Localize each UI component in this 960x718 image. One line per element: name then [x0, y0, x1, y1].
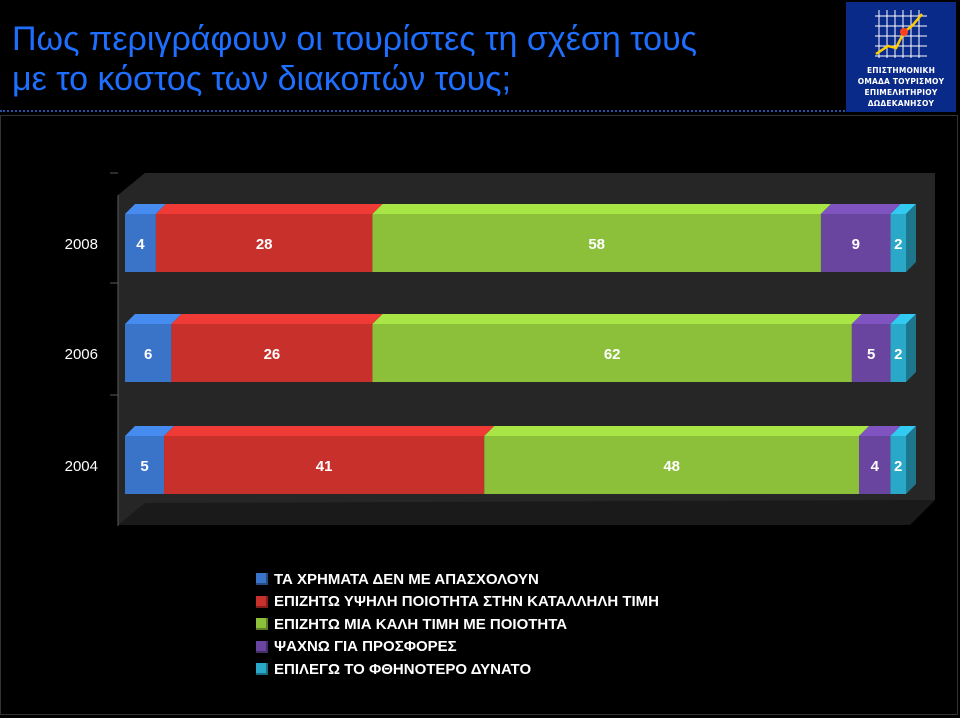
legend-swatch-3	[256, 640, 268, 653]
logo-text-4: ΔΩΔΕΚΑΝΗΣΟΥ	[867, 99, 935, 108]
data-label-2004-s3: 4	[871, 458, 880, 475]
bar-top-2008-s0	[125, 204, 166, 214]
legend-label-3: ΨΑΧΝΩ ΓΙΑ ΠΡΟΣΦΟΡΕΣ	[274, 638, 457, 656]
bar-top-2008-s2	[372, 204, 831, 214]
data-label-2008-s1: 28	[256, 236, 273, 253]
bar-top-2004-s4	[890, 426, 916, 436]
bar-side-2008	[906, 204, 916, 272]
bar-top-2006-s3	[851, 314, 901, 324]
bar-2006-s3	[851, 324, 891, 382]
category-label-2006: 2006	[65, 346, 98, 363]
chart-legend: ΤΑ ΧΡΗΜΑΤΑ ΔΕΝ ΜΕ ΑΠΑΣΧΟΛΟΥΝ ΕΠΙΖΗΤΩ ΥΨΗΛ…	[256, 568, 659, 681]
bar-side-2006	[906, 314, 916, 382]
bar-top-2008-s1	[155, 204, 383, 214]
data-label-2006-s1: 26	[264, 346, 281, 363]
bar-2006-s2	[372, 324, 852, 382]
bar-2006-s1	[171, 324, 373, 382]
growth-chart-icon	[875, 10, 927, 58]
bar-2004-s1	[164, 436, 485, 494]
bar-2004-s3	[859, 436, 891, 494]
bar-2008-s1	[155, 214, 373, 272]
legend-label-4: ΕΠΙΛΕΓΩ ΤΟ ΦΘΗΝΟΤΕΡΟ ΔΥΝΑΤΟ	[274, 660, 532, 678]
data-label-2006-s2: 62	[604, 346, 621, 363]
bar-top-2006-s0	[125, 314, 182, 324]
data-label-2008-s3: 9	[852, 236, 860, 253]
bar-2006-s0	[125, 324, 172, 382]
logo-text-3: ΕΠΙΜΕΛΗΤΗΡΙΟΥ	[864, 88, 938, 97]
bar-top-2008-s3	[820, 204, 901, 214]
title-area: Πως περιγράφουν οι τουρίστες τη σχέση το…	[0, 0, 845, 112]
bar-top-2004-s2	[484, 426, 870, 436]
bar-top-2004-s3	[859, 426, 901, 436]
bar-2008-s0	[125, 214, 156, 272]
bar-2004-s2	[484, 436, 860, 494]
bar-side-2004	[906, 426, 916, 494]
logo: ΕΠΙΣΤΗΜΟΝΙΚΗ ΟΜΑΔΑ ΤΟΥΡΙΣΜΟΥ ΕΠΙΜΕΛΗΤΗΡΙ…	[846, 2, 956, 112]
legend-label-1: ΕΠΙΖΗΤΩ ΥΨΗΛΗ ΠΟΙΟΤΗΤΑ ΣΤΗΝ ΚΑΤΑΛΛΗΛΗ ΤΙ…	[274, 593, 659, 611]
data-label-2008-s4: 2	[894, 236, 902, 253]
data-label-2004-s0: 5	[140, 458, 148, 475]
legend-swatch-1	[256, 595, 268, 608]
legend-swatch-4	[256, 663, 268, 676]
bar-top-2006-s2	[372, 314, 862, 324]
legend-label-0: ΤΑ ΧΡΗΜΑΤΑ ΔΕΝ ΜΕ ΑΠΑΣΧΟΛΟΥΝ	[274, 570, 539, 588]
legend-item-4: ΕΠΙΛΕΓΩ ΤΟ ΦΘΗΝΟΤΕΡΟ ΔΥΝΑΤΟ	[256, 658, 659, 681]
legend-item-3: ΨΑΧΝΩ ΓΙΑ ΠΡΟΣΦΟΡΕΣ	[256, 636, 659, 659]
chart-frame	[0, 115, 958, 715]
bar-2004-s0	[125, 436, 165, 494]
bar-top-2004-s0	[125, 426, 175, 436]
bar-top-2006-s1	[171, 314, 383, 324]
legend-swatch-0	[256, 573, 268, 586]
data-label-2004-s2: 48	[663, 458, 680, 475]
logo-text-2: ΟΜΑΔΑ ΤΟΥΡΙΣΜΟΥ	[857, 77, 945, 86]
data-label-2006-s4: 2	[894, 346, 902, 363]
data-label-2006-s3: 5	[867, 346, 875, 363]
chart-floor	[118, 500, 935, 525]
page-title-line-2: με το κόστος των διακοπών τους;	[12, 60, 512, 98]
bar-2004-s4	[890, 436, 906, 494]
bar-top-2004-s1	[164, 426, 495, 436]
page-title-line-1: Πως περιγράφουν οι τουρίστες τη σχέση το…	[12, 20, 698, 58]
data-label-2004-s1: 41	[316, 458, 333, 475]
data-label-2006-s0: 6	[144, 346, 152, 363]
bar-2008-s4	[890, 214, 906, 272]
legend-item-2: ΕΠΙΖΗΤΩ ΜΙΑ ΚΑΛΗ ΤΙΜΗ ΜΕ ΠΟΙΟΤΗΤΑ	[256, 613, 659, 636]
data-label-2004-s4: 2	[894, 458, 902, 475]
bar-top-2008-s4	[890, 204, 916, 214]
bar-2006-s4	[890, 324, 906, 382]
title-divider	[0, 110, 845, 112]
data-label-2008-s0: 4	[136, 236, 145, 253]
logo-text-1: ΕΠΙΣΤΗΜΟΝΙΚΗ	[866, 66, 936, 75]
legend-swatch-2	[256, 618, 268, 631]
legend-item-0: ΤΑ ΧΡΗΜΑΤΑ ΔΕΝ ΜΕ ΑΠΑΣΧΟΛΟΥΝ	[256, 568, 659, 591]
bar-2008-s3	[820, 214, 891, 272]
bar-2008-s2	[372, 214, 821, 272]
legend-item-1: ΕΠΙΖΗΤΩ ΥΨΗΛΗ ΠΟΙΟΤΗΤΑ ΣΤΗΝ ΚΑΤΑΛΛΗΛΗ ΤΙ…	[256, 591, 659, 614]
legend-label-2: ΕΠΙΖΗΤΩ ΜΙΑ ΚΑΛΗ ΤΙΜΗ ΜΕ ΠΟΙΟΤΗΤΑ	[274, 615, 568, 633]
data-label-2008-s2: 58	[588, 236, 605, 253]
category-label-2004: 2004	[65, 458, 98, 475]
category-label-2008: 2008	[65, 236, 98, 253]
bar-top-2006-s4	[890, 314, 916, 324]
